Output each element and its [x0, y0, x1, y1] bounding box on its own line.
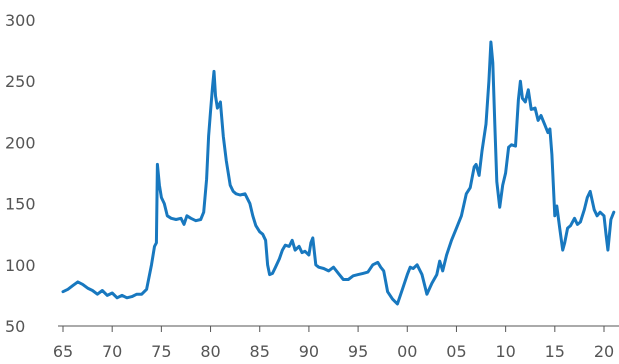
y-tick-label: 50 — [5, 317, 25, 336]
y-tick-label: 250 — [5, 72, 36, 91]
y-tick-label: 100 — [5, 256, 36, 275]
x-tick-label: 70 — [102, 342, 122, 361]
y-tick-label: 150 — [5, 195, 36, 214]
x-tick-label: 15 — [545, 342, 565, 361]
y-tick-label: 300 — [5, 11, 36, 30]
x-tick-label: 05 — [446, 342, 466, 361]
y-tick-label: 200 — [5, 133, 36, 152]
x-tick-label: 20 — [594, 342, 614, 361]
series-layer — [61, 40, 616, 306]
x-tick-label: 75 — [151, 342, 171, 361]
series-line — [61, 40, 616, 306]
x-tick-label: 90 — [299, 342, 319, 361]
x-tick-label: 10 — [495, 342, 515, 361]
x-tick-label: 80 — [200, 342, 220, 361]
y-axis-labels: 50 100 150 200 250 300 — [5, 11, 36, 336]
x-tick-label: 00 — [397, 342, 417, 361]
x-tick-label: 95 — [348, 342, 368, 361]
x-tick-label: 85 — [250, 342, 270, 361]
x-axis: 65 70 75 80 85 90 95 00 05 10 15 20 — [53, 325, 619, 361]
x-tick-label: 65 — [53, 342, 73, 361]
